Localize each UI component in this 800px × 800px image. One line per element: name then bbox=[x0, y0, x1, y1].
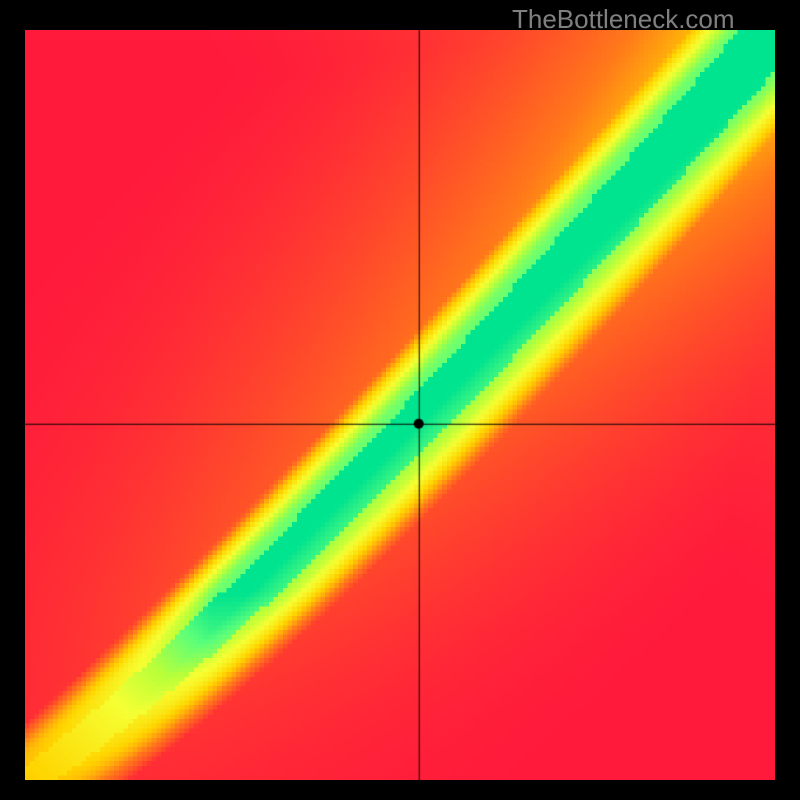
watermark-text: TheBottleneck.com bbox=[512, 4, 735, 35]
bottleneck-heatmap bbox=[25, 30, 775, 780]
chart-container: TheBottleneck.com bbox=[0, 0, 800, 800]
